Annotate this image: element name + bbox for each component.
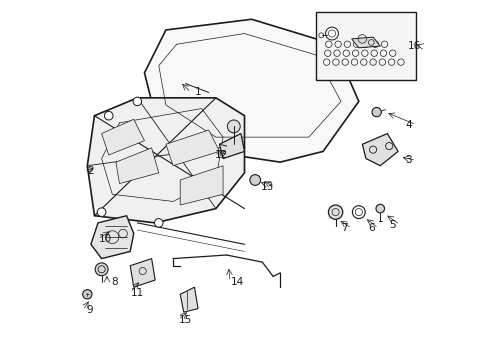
Polygon shape: [116, 148, 159, 184]
Circle shape: [154, 219, 163, 227]
Circle shape: [375, 204, 384, 213]
Circle shape: [328, 205, 342, 219]
Text: 13: 13: [261, 182, 274, 192]
Polygon shape: [130, 258, 155, 287]
FancyBboxPatch shape: [315, 12, 415, 80]
Circle shape: [104, 111, 113, 120]
Text: 7: 7: [341, 223, 347, 233]
Polygon shape: [180, 287, 198, 312]
Circle shape: [133, 97, 142, 106]
Text: 14: 14: [230, 277, 244, 287]
Polygon shape: [91, 216, 134, 258]
Text: 11: 11: [130, 288, 143, 297]
Polygon shape: [180, 166, 223, 205]
Polygon shape: [144, 19, 358, 162]
Circle shape: [95, 263, 108, 276]
Text: 2: 2: [87, 166, 94, 176]
Text: 15: 15: [179, 315, 192, 325]
Polygon shape: [87, 98, 244, 223]
Text: 10: 10: [99, 234, 112, 244]
Text: 1: 1: [194, 87, 201, 98]
Text: 6: 6: [367, 223, 374, 233]
Text: 9: 9: [87, 305, 93, 315]
Text: 16: 16: [407, 41, 420, 51]
Text: 3: 3: [405, 156, 411, 165]
Polygon shape: [165, 130, 219, 166]
Circle shape: [97, 208, 106, 216]
Polygon shape: [351, 37, 380, 48]
Text: 5: 5: [388, 220, 395, 230]
Circle shape: [82, 290, 92, 299]
Circle shape: [371, 108, 381, 117]
Circle shape: [227, 120, 240, 133]
Polygon shape: [102, 119, 144, 155]
Circle shape: [249, 175, 260, 185]
Text: 8: 8: [111, 277, 117, 287]
Polygon shape: [362, 134, 397, 166]
Polygon shape: [219, 134, 244, 158]
Text: 12: 12: [214, 150, 227, 160]
Text: 4: 4: [405, 120, 411, 130]
